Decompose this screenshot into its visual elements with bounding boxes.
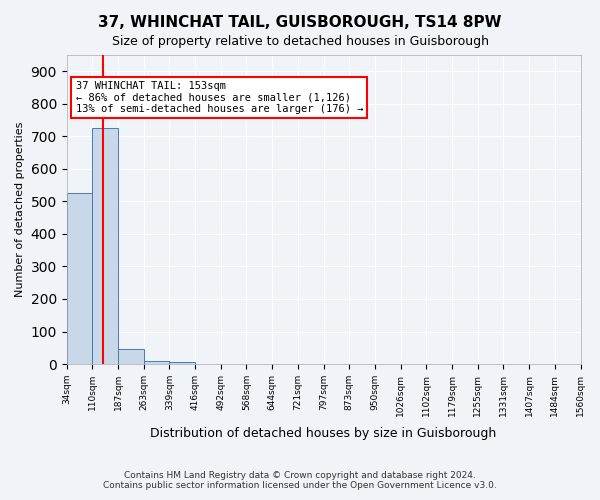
Text: Size of property relative to detached houses in Guisborough: Size of property relative to detached ho…: [112, 35, 488, 48]
Bar: [67, 194, 92, 364]
Text: Contains HM Land Registry data © Crown copyright and database right 2024.
Contai: Contains HM Land Registry data © Crown c…: [103, 470, 497, 490]
Y-axis label: Number of detached properties: Number of detached properties: [15, 122, 25, 297]
X-axis label: Distribution of detached houses by size in Guisborough: Distribution of detached houses by size …: [151, 427, 497, 440]
Bar: [92, 128, 118, 364]
Bar: [144, 361, 169, 364]
Text: 37 WHINCHAT TAIL: 153sqm
← 86% of detached houses are smaller (1,126)
13% of sem: 37 WHINCHAT TAIL: 153sqm ← 86% of detach…: [76, 81, 363, 114]
Text: 37, WHINCHAT TAIL, GUISBOROUGH, TS14 8PW: 37, WHINCHAT TAIL, GUISBOROUGH, TS14 8PW: [98, 15, 502, 30]
Bar: [118, 350, 144, 364]
Bar: [169, 362, 195, 364]
